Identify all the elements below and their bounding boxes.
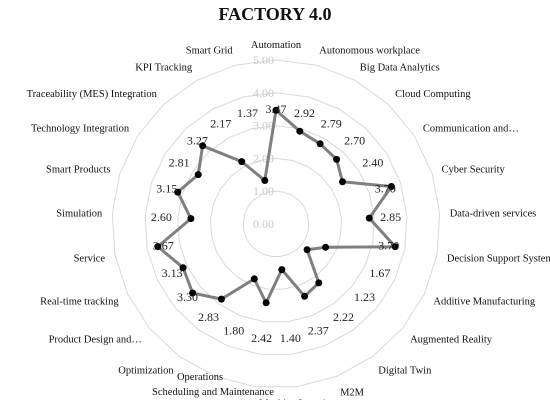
category-label-additive-manufacturing: Additive Manufacturing [433, 297, 536, 308]
grid-ring-4 [144, 92, 408, 355]
data-point [315, 279, 323, 287]
data-point [322, 243, 330, 251]
data-point [194, 171, 202, 179]
data-point [391, 243, 399, 251]
data-point [189, 289, 197, 297]
data-label: 2.40 [362, 156, 383, 170]
category-label-kpi-tracking: KPI Tracking [135, 62, 193, 73]
category-label-big-data-analytics: Big Data Analytics [360, 62, 440, 73]
data-label: 1.40 [280, 331, 301, 345]
data-point [174, 188, 182, 196]
data-label: 2.37 [308, 324, 329, 338]
category-label-traceability-mes-integration: Traceability (MES) Integration [27, 89, 158, 100]
data-point [339, 178, 346, 186]
data-point [262, 299, 270, 307]
data-label: 2.83 [198, 310, 219, 324]
category-label-optimization: Optimization [118, 366, 174, 377]
data-label: 2.92 [294, 106, 315, 120]
radial-tick-label: 1.00 [253, 184, 274, 198]
data-point [303, 246, 311, 254]
grid-ring-3 [177, 125, 375, 323]
data-label: 3.67 [153, 239, 174, 253]
data-point [179, 264, 187, 272]
radial-tick-label: 4.00 [253, 86, 274, 100]
category-label-m2m: M2M [340, 387, 365, 398]
category-label-technology-integration: Technology Integration [31, 124, 130, 135]
data-point [333, 155, 341, 163]
data-label: 2.70 [344, 133, 365, 147]
category-label-data-driven-services: Data-driven services [450, 209, 537, 220]
data-point [154, 243, 162, 251]
value-labels: 3.47 2.92 2.792.70 2.40 3.70 2.85 3.70 1.67 1.23… [151, 102, 401, 345]
data-label: 2.42 [251, 331, 272, 345]
data-label: 2.17 [210, 116, 231, 130]
category-label-operations: Operations [177, 372, 223, 383]
category-label-automation: Automation [251, 40, 302, 51]
data-label: 3.13 [162, 266, 183, 280]
data-label: 3.30 [177, 290, 198, 304]
data-label: 3.27 [187, 133, 208, 147]
category-label-digital-twin: Digital Twin [378, 366, 432, 377]
data-label: 3.70 [375, 182, 396, 196]
category-label-cloud-computing: Cloud Computing [395, 89, 471, 100]
data-point [387, 183, 395, 190]
category-label-augmented-reality: Augmented Reality [410, 335, 493, 346]
data-label: 3.15 [156, 182, 177, 196]
data-point [272, 106, 280, 114]
category-label-decision-support-systems: Decision Support Systems [447, 254, 550, 265]
category-label-smart-grid: Smart Grid [186, 46, 234, 57]
radar-grid [111, 59, 441, 388]
data-label: 1.67 [369, 266, 390, 280]
category-label-communication-and: Communication and… [423, 124, 519, 135]
data-point [250, 275, 258, 283]
radar-series [154, 106, 399, 307]
radial-tick-label: 3.00 [253, 119, 274, 133]
data-label: 3.47 [266, 102, 287, 116]
category-label-real-time-tracking: Real-time tracking [40, 297, 119, 308]
category-label-simulation: Simulation [56, 209, 103, 220]
data-label: 1.37 [237, 106, 258, 120]
category-label-smart-products: Smart Products [46, 164, 110, 175]
data-point [187, 215, 195, 223]
data-label: 2.79 [321, 116, 342, 130]
category-label-cyber-security: Cyber Security [442, 164, 506, 175]
grid-ring-2 [209, 157, 343, 290]
data-label: 3.70 [378, 239, 399, 253]
data-point [296, 127, 304, 135]
category-label-autonomous-workplace: Autonomous workplace [319, 46, 420, 57]
data-label: 1.80 [223, 324, 244, 338]
series-line [156, 108, 397, 305]
data-label: 2.22 [333, 310, 354, 324]
data-label: 2.85 [380, 210, 401, 224]
data-point [278, 266, 286, 274]
grid-ring-1 [242, 190, 310, 257]
data-point [365, 214, 373, 222]
data-label: 2.60 [151, 210, 172, 224]
data-point [316, 140, 324, 148]
data-point [199, 142, 207, 150]
category-labels: Automation Autonomous workplace Big Data A… [27, 40, 550, 400]
data-label: 1.23 [354, 290, 375, 304]
data-point [301, 292, 309, 300]
grid-ring-5 [111, 59, 441, 388]
data-point [238, 158, 246, 166]
category-label-product-design-and: Product Design and… [49, 335, 142, 346]
radial-tick-label: 5.00 [253, 53, 274, 67]
data-label: 2.81 [169, 156, 190, 170]
category-label-machine-learning: Machine Learning [259, 399, 337, 400]
data-point [217, 295, 225, 303]
radial-tick-label: 2.00 [253, 151, 274, 165]
chart-title: FACTORY 4.0 [218, 4, 331, 24]
data-point [261, 177, 269, 184]
category-label-scheduling-and-maintenance: Scheduling and Maintenance [152, 387, 274, 398]
category-label-service: Service [74, 254, 106, 265]
radial-tick-label: 0.00 [253, 217, 274, 231]
